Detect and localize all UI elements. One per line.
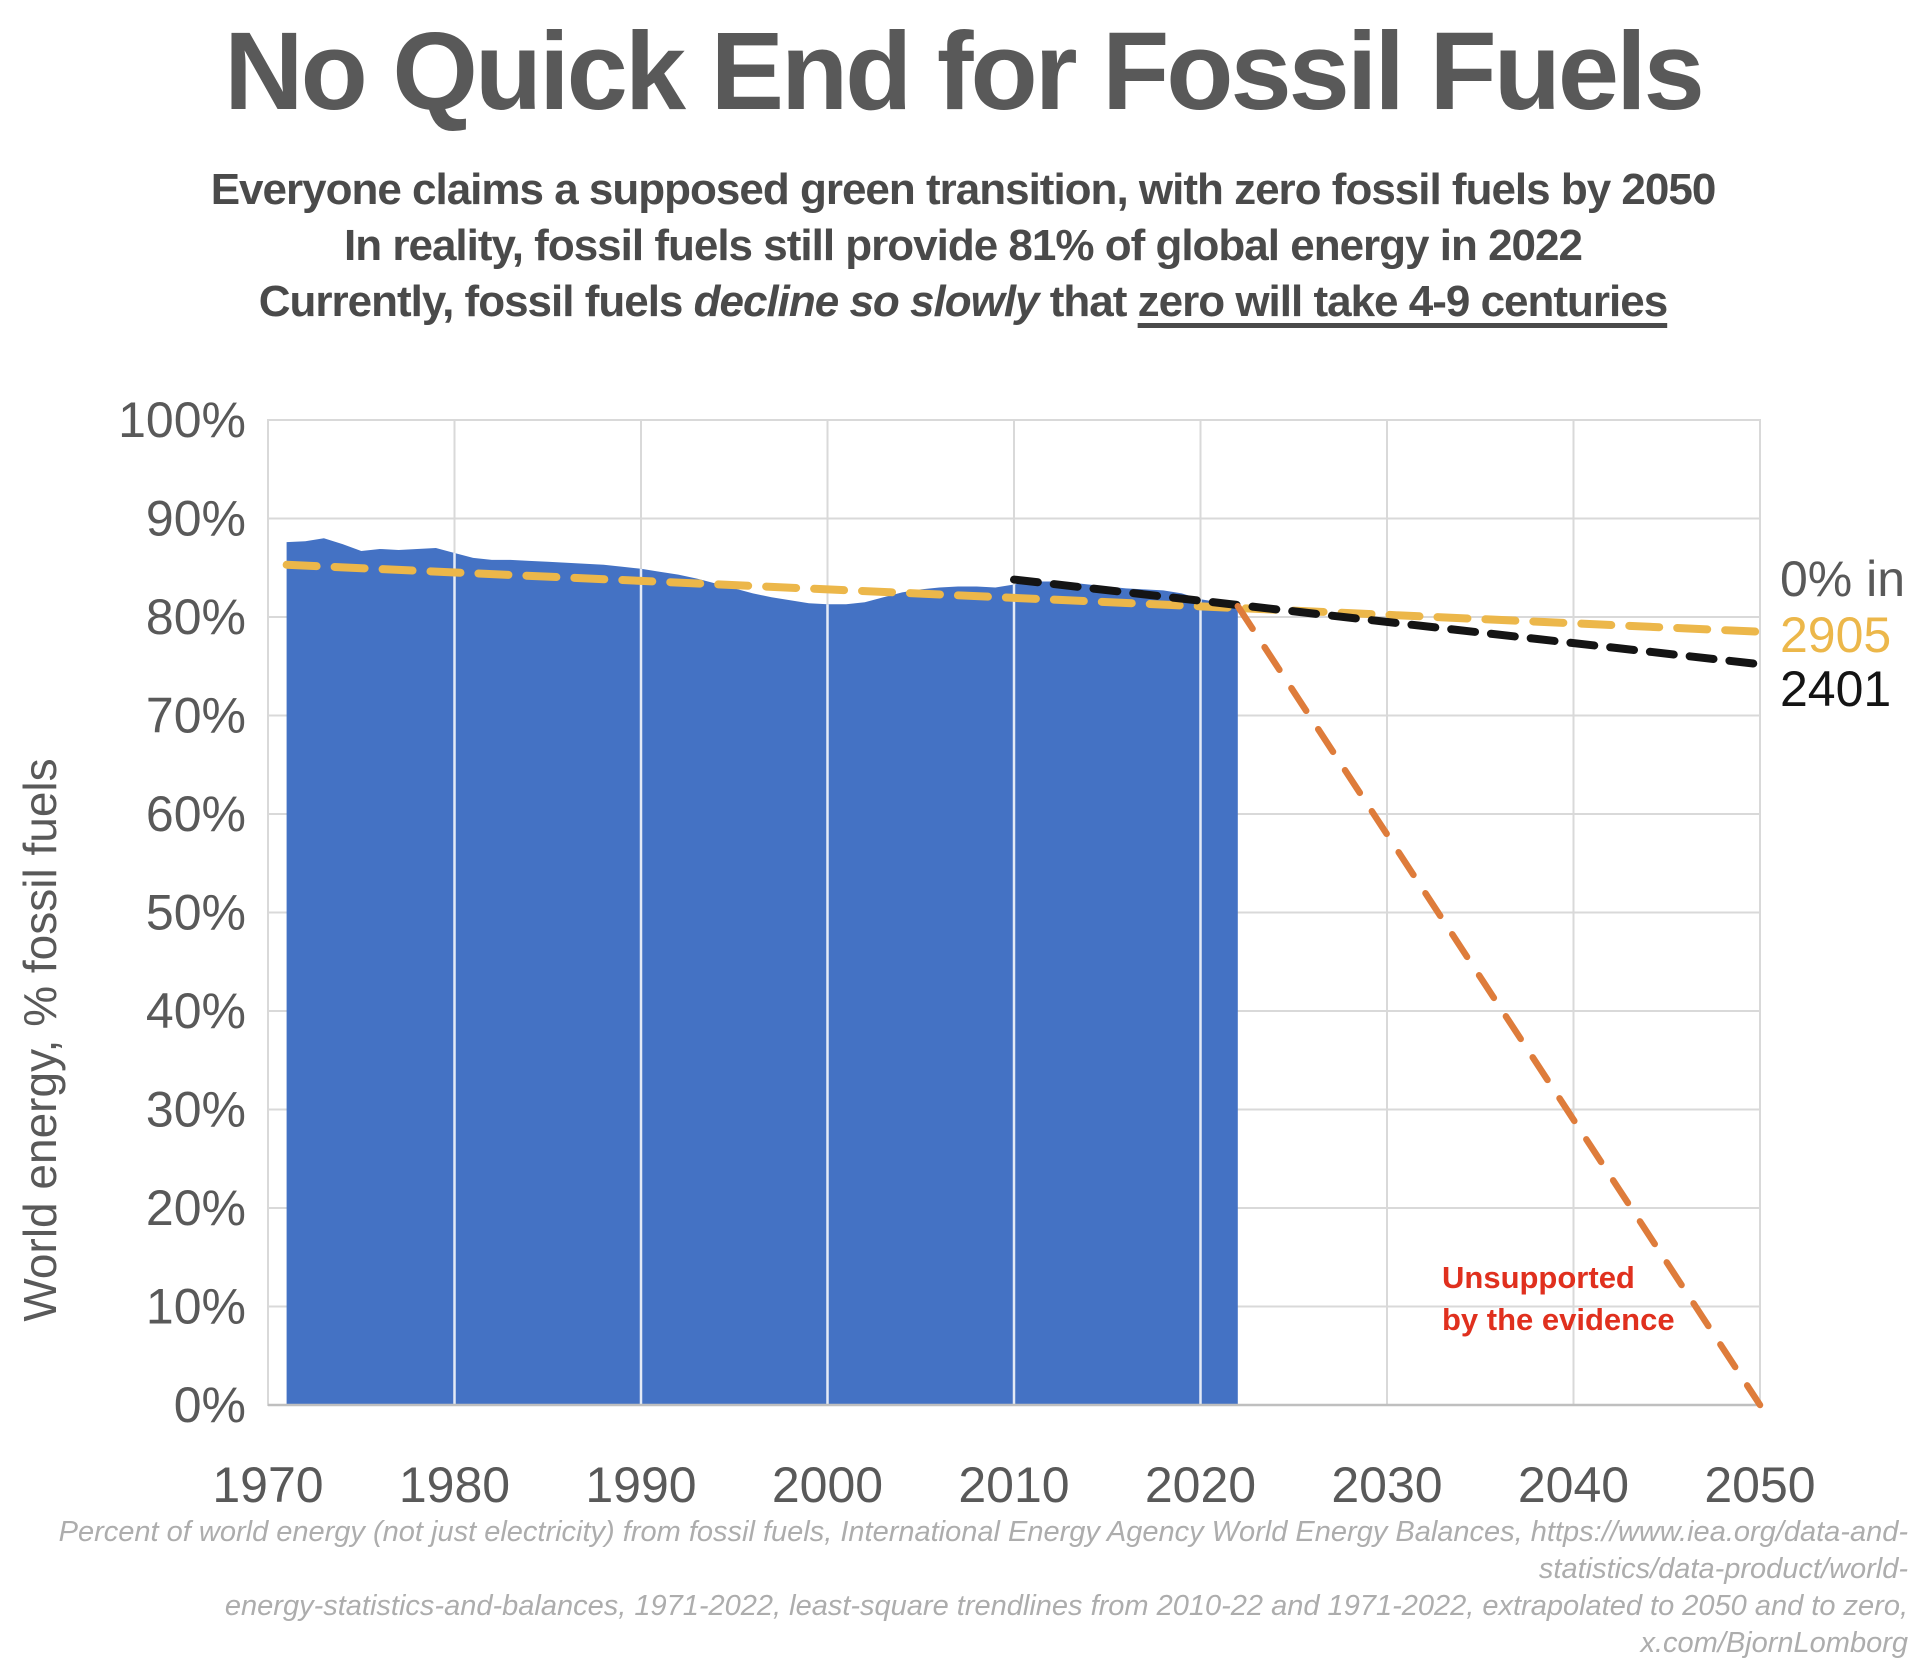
- y-tick-90: 90%: [146, 491, 246, 547]
- subtitle-line-1: Everyone claims a supposed green transit…: [210, 165, 1717, 214]
- trend-2010-22-line: [1010, 575, 1764, 669]
- fossil-share-area: [286, 538, 1238, 1405]
- y-tick-40: 40%: [146, 983, 246, 1039]
- y-tick-20: 20%: [146, 1180, 246, 1236]
- subtitle-line-3-mid: that: [1038, 277, 1138, 326]
- y-tick-70: 70%: [146, 688, 246, 744]
- x-tick-2040: 2040: [1518, 1457, 1629, 1513]
- yellow-trend-zero-year: 2905: [1780, 607, 1891, 663]
- x-tick-1980: 1980: [399, 1457, 510, 1513]
- subtitle-line-3: Currently, fossil fuels decline so slowl…: [0, 274, 1926, 330]
- source-footnote-line-2: energy-statistics-and-balances, 1971-202…: [224, 1590, 1908, 1659]
- subtitle-line-2: In reality, fossil fuels still provide 8…: [344, 221, 1583, 270]
- y-tick-80: 80%: [146, 589, 246, 645]
- y-tick-50: 50%: [146, 885, 246, 941]
- y-axis-title: World energy, % fossil fuels: [14, 758, 66, 1321]
- fossil-fuels-chart: 0% 10% 20% 30% 40% 50% 60% 70% 80% 90% 100% 1970 198…: [14, 392, 1905, 1513]
- claim-zero-2050-line: [1234, 602, 1764, 1409]
- subtitle-line-3-italic: decline so slowly: [693, 277, 1040, 326]
- source-footnote-line-1: Percent of world energy (not just electr…: [58, 1516, 1908, 1585]
- black-trend-zero-year: 2401: [1780, 661, 1891, 717]
- source-footnote: Percent of world energy (not just electr…: [0, 1514, 1908, 1662]
- zero-in-label: 0% in: [1780, 551, 1905, 607]
- x-tick-2050: 2050: [1704, 1457, 1815, 1513]
- x-tick-2010: 2010: [958, 1457, 1069, 1513]
- page-title: No Quick End for Fossil Fuels: [224, 10, 1705, 133]
- y-tick-100: 100%: [118, 392, 246, 448]
- x-tick-2030: 2030: [1331, 1457, 1442, 1513]
- unsupported-note-line-2: by the evidence: [1442, 1302, 1675, 1337]
- y-tick-0: 0%: [174, 1377, 246, 1433]
- unsupported-note-line-1: Unsupported: [1442, 1260, 1635, 1295]
- y-tick-60: 60%: [146, 786, 246, 842]
- x-tick-2020: 2020: [1145, 1457, 1256, 1513]
- x-tick-1990: 1990: [585, 1457, 696, 1513]
- trend-1971-2022-line: [282, 560, 1764, 636]
- x-tick-2000: 2000: [772, 1457, 883, 1513]
- subtitle-line-3-underline: zero will take 4-9 centuries: [1137, 277, 1669, 326]
- x-tick-1970: 1970: [212, 1457, 323, 1513]
- subtitle: Everyone claims a supposed green transit…: [0, 162, 1926, 330]
- subtitle-line-3-pre: Currently, fossil fuels: [258, 277, 694, 326]
- y-tick-30: 30%: [146, 1082, 246, 1138]
- y-tick-10: 10%: [146, 1279, 246, 1335]
